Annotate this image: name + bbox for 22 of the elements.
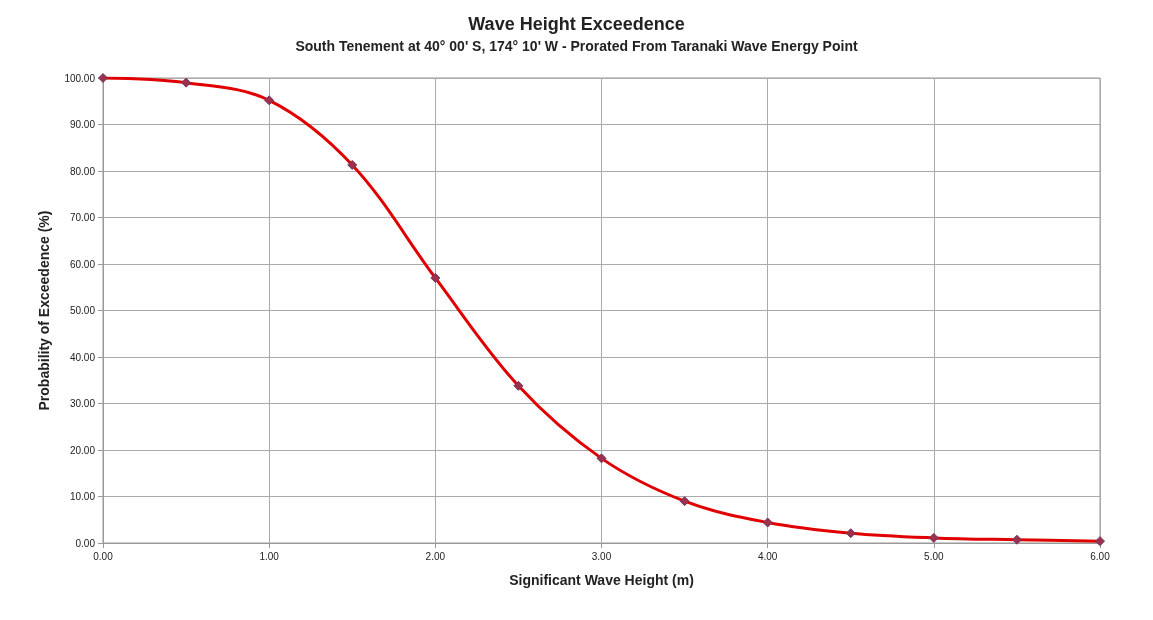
x-tick-label: 0.00	[93, 550, 114, 562]
y-tick-label: 60.00	[69, 258, 96, 270]
x-tick-label: 3.00	[591, 550, 612, 562]
y-tick-label: 10.00	[69, 491, 96, 502]
y-tick-label: 70.00	[69, 212, 96, 223]
y-tick-label: 80.00	[69, 165, 96, 177]
x-tick-label: 4.00	[757, 550, 778, 562]
x-axis-title: Significant Wave Height (m)	[509, 572, 694, 588]
x-tick-label: 1.00	[259, 550, 280, 562]
chart-subtitle: South Tenement at 40° 00' S, 174° 10' W - Prorated From Taranaki Wave Energy Point	[295, 38, 858, 54]
y-tick-label: 30.00	[69, 398, 96, 409]
y-tick-label: 20.00	[69, 444, 96, 456]
y-axis-title: Probability of Exceedence (%)	[36, 210, 52, 411]
y-tick-label: 50.00	[69, 305, 96, 316]
y-tick-label: 0.00	[75, 537, 96, 549]
y-tick-label: 100.00	[64, 72, 96, 84]
x-tick-label: 6.00	[1090, 550, 1111, 562]
y-tick-label: 40.00	[69, 351, 96, 363]
x-tick-label: 5.00	[924, 550, 944, 562]
y-tick-label: 90.00	[69, 119, 96, 130]
chart-title: Wave Height Exceedence	[468, 14, 685, 34]
x-tick-label: 2.00	[425, 550, 446, 562]
